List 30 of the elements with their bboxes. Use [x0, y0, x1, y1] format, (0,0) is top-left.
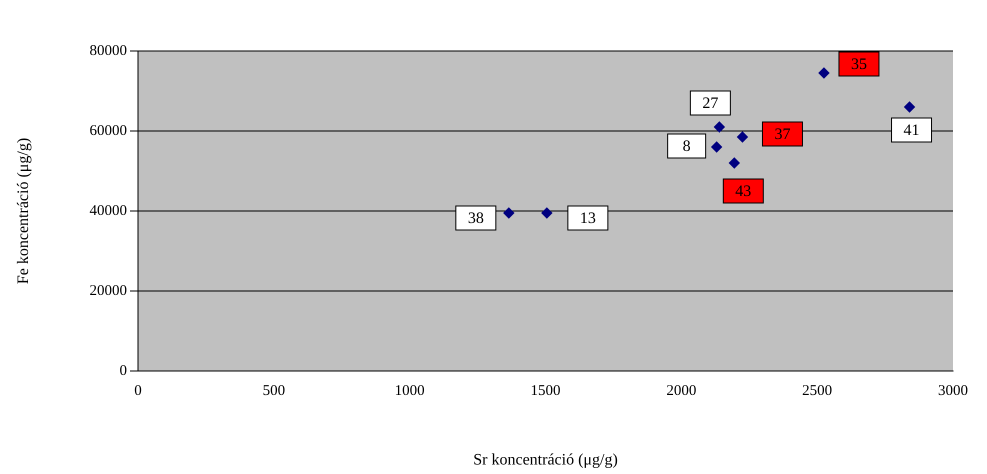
annotation: 43: [735, 183, 752, 200]
annotation: 35: [850, 56, 867, 74]
y-tick-label: 60000: [90, 122, 127, 139]
point: [714, 122, 725, 132]
annotation: 13: [580, 210, 596, 228]
x-tick-label: 500: [262, 382, 286, 399]
y-tick-label: 20000: [90, 282, 127, 299]
annotation: 37: [774, 126, 790, 144]
x-tick-label: 2500: [802, 382, 832, 399]
annotation: 41: [904, 122, 920, 140]
x-tick-label: 0: [134, 382, 142, 399]
point: [904, 102, 916, 112]
annotation: 38: [468, 210, 484, 228]
y-axis-title: Fe koncentráció (μg/g): [14, 138, 32, 284]
annotation: 27: [702, 95, 718, 112]
point: [736, 132, 748, 142]
y-tick-label: 80000: [90, 42, 127, 59]
point: [818, 68, 830, 78]
x-tick-label: 3000: [938, 382, 968, 399]
x-axis-title: Sr koncentráció (μg/g): [473, 452, 618, 469]
x-tick-label: 2000: [666, 382, 696, 399]
point: [728, 158, 740, 168]
point: [541, 208, 552, 218]
x-tick-label: 1500: [530, 382, 560, 399]
point: [711, 142, 722, 152]
annotation: 8: [682, 138, 691, 156]
x-tick-label: 1000: [394, 382, 425, 399]
y-tick-label: 0: [120, 362, 127, 379]
y-tick-label: 40000: [90, 202, 127, 219]
point: [503, 208, 514, 218]
